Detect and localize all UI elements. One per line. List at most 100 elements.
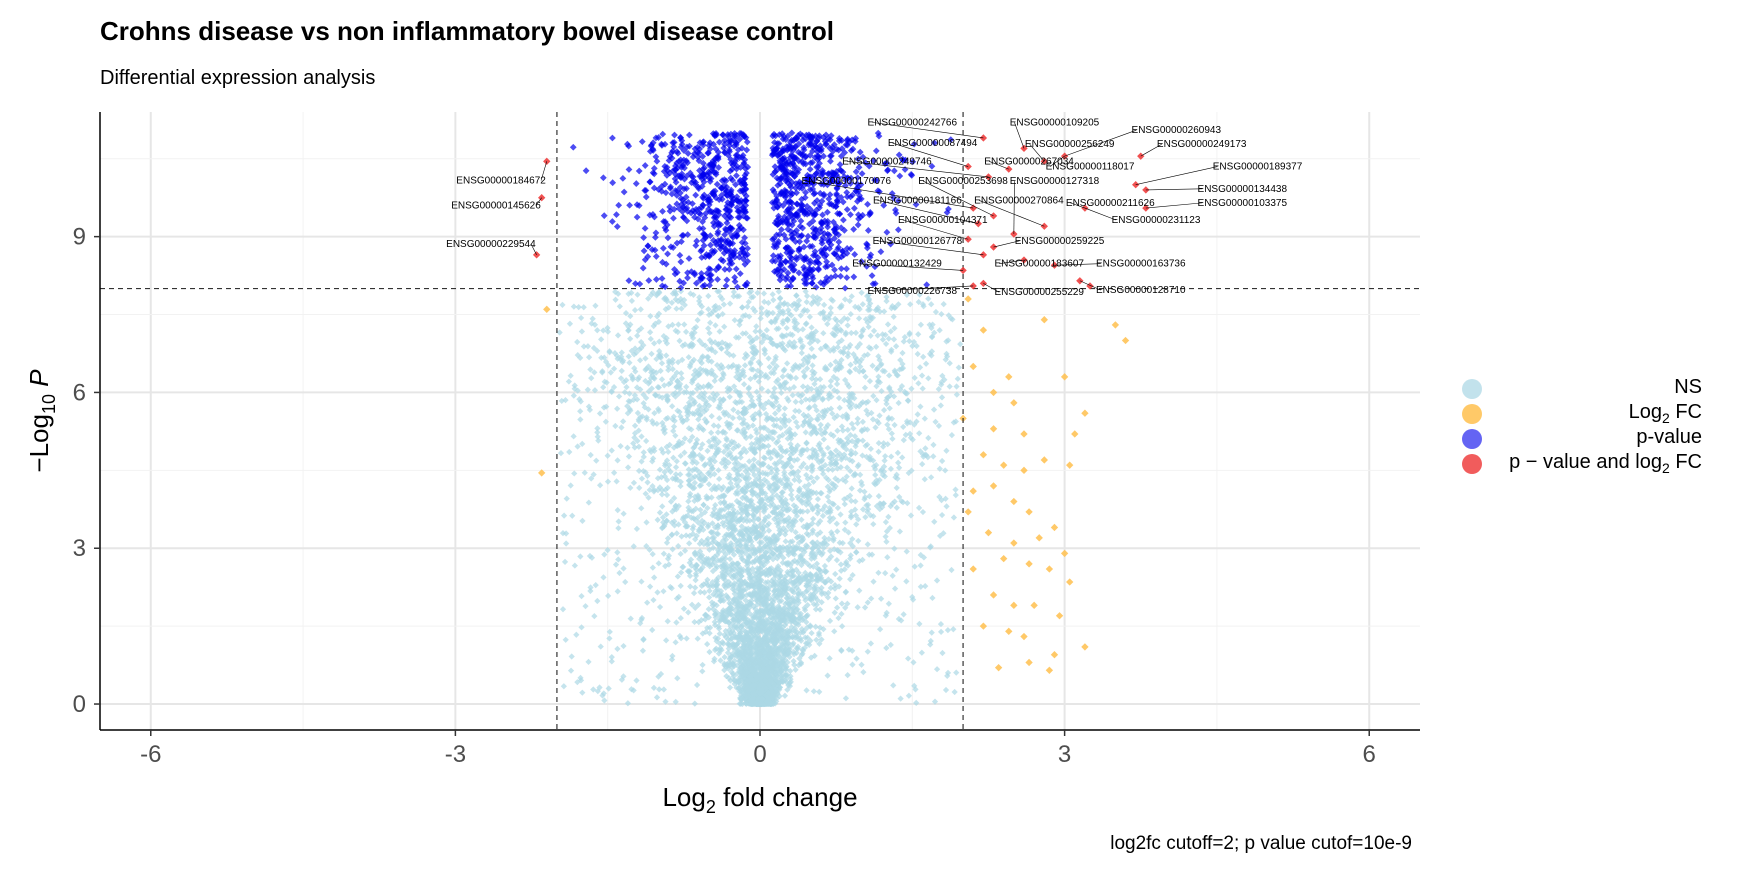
ns-point — [844, 322, 851, 329]
ns-point — [885, 513, 892, 521]
ns-point — [682, 328, 690, 336]
ns-point — [870, 327, 878, 334]
ns-point — [842, 519, 849, 526]
ns-point — [705, 481, 713, 488]
ns-point — [638, 475, 646, 482]
ns-point — [820, 436, 827, 443]
ns-point — [656, 338, 663, 345]
ns-point — [813, 636, 820, 643]
ns-point — [585, 354, 593, 361]
ns-point — [638, 505, 645, 512]
ns-point — [565, 378, 573, 385]
ns-point — [792, 398, 799, 405]
ns-point — [739, 304, 746, 311]
ns-point — [922, 360, 930, 367]
ns-point — [784, 360, 791, 367]
ns-point — [635, 467, 643, 474]
ns-point — [886, 405, 893, 412]
ns-point — [830, 515, 837, 522]
ns-point — [900, 338, 907, 345]
ns-point — [864, 541, 871, 548]
ns-point — [782, 538, 789, 545]
ns-point — [760, 290, 768, 297]
ns-point — [914, 350, 921, 358]
ns-point — [617, 442, 624, 450]
ns-point — [790, 414, 797, 421]
ns-point — [661, 382, 668, 389]
ns-point — [854, 344, 861, 351]
ns-point — [678, 533, 685, 540]
ns-point — [783, 324, 790, 332]
ns-point — [826, 655, 833, 662]
ns-point — [813, 560, 821, 567]
ns-point — [813, 601, 820, 608]
ns-point — [663, 491, 671, 499]
ns-point — [625, 353, 632, 360]
ns-point — [673, 530, 680, 537]
ns-point — [861, 384, 869, 391]
ns-point — [678, 375, 685, 382]
ns-point — [817, 489, 824, 497]
ns-point — [827, 361, 834, 368]
ns-point — [817, 421, 824, 428]
ns-point — [726, 300, 734, 307]
ns-point — [625, 453, 633, 460]
ns-point — [707, 319, 714, 326]
ns-point — [697, 588, 704, 596]
ns-point — [899, 454, 906, 461]
ns-point — [590, 471, 597, 478]
ns-point — [854, 420, 861, 427]
ns-point — [888, 453, 895, 460]
ns-point — [809, 362, 816, 369]
ns-point — [948, 431, 955, 439]
ns-point — [677, 582, 684, 590]
ns-point — [921, 415, 928, 422]
ns-point — [895, 459, 902, 466]
ns-point — [658, 491, 666, 498]
ns-point — [618, 424, 625, 431]
ns-point — [677, 550, 684, 558]
ns-point — [663, 352, 670, 359]
ns-point — [946, 383, 953, 390]
ns-point — [726, 684, 734, 691]
ns-point — [716, 475, 723, 483]
ns-point — [664, 618, 671, 625]
ns-point — [792, 407, 799, 414]
ns-point — [638, 433, 645, 440]
ns-point — [808, 629, 815, 637]
ns-point — [649, 564, 656, 571]
ns-point — [817, 376, 824, 383]
ns-point — [683, 383, 690, 391]
ns-point — [856, 587, 863, 594]
ns-point — [635, 443, 642, 450]
ns-point — [930, 406, 938, 413]
ns-point — [636, 484, 643, 491]
ns-point — [930, 441, 937, 448]
ns-point — [765, 355, 772, 362]
ns-point — [726, 393, 733, 401]
ns-point — [567, 482, 574, 489]
ns-point — [675, 321, 682, 328]
ns-point — [663, 511, 670, 518]
ns-point — [708, 429, 715, 436]
ns-point — [659, 503, 666, 510]
ns-point — [696, 294, 703, 301]
ns-point — [578, 328, 586, 335]
ns-point — [856, 487, 864, 494]
ns-point — [615, 393, 623, 400]
ns-point — [627, 335, 634, 342]
ns-point — [808, 324, 815, 331]
ns-point — [708, 413, 715, 420]
ns-point — [647, 335, 654, 343]
ns-point — [715, 423, 722, 430]
ns-point — [748, 538, 755, 545]
ns-point — [612, 296, 619, 303]
ns-point — [925, 375, 932, 382]
ns-point — [577, 408, 584, 415]
ns-point — [776, 295, 784, 302]
ns-point — [594, 327, 601, 334]
ns-point — [658, 360, 666, 367]
ns-point — [880, 407, 888, 414]
ns-point — [918, 372, 926, 379]
